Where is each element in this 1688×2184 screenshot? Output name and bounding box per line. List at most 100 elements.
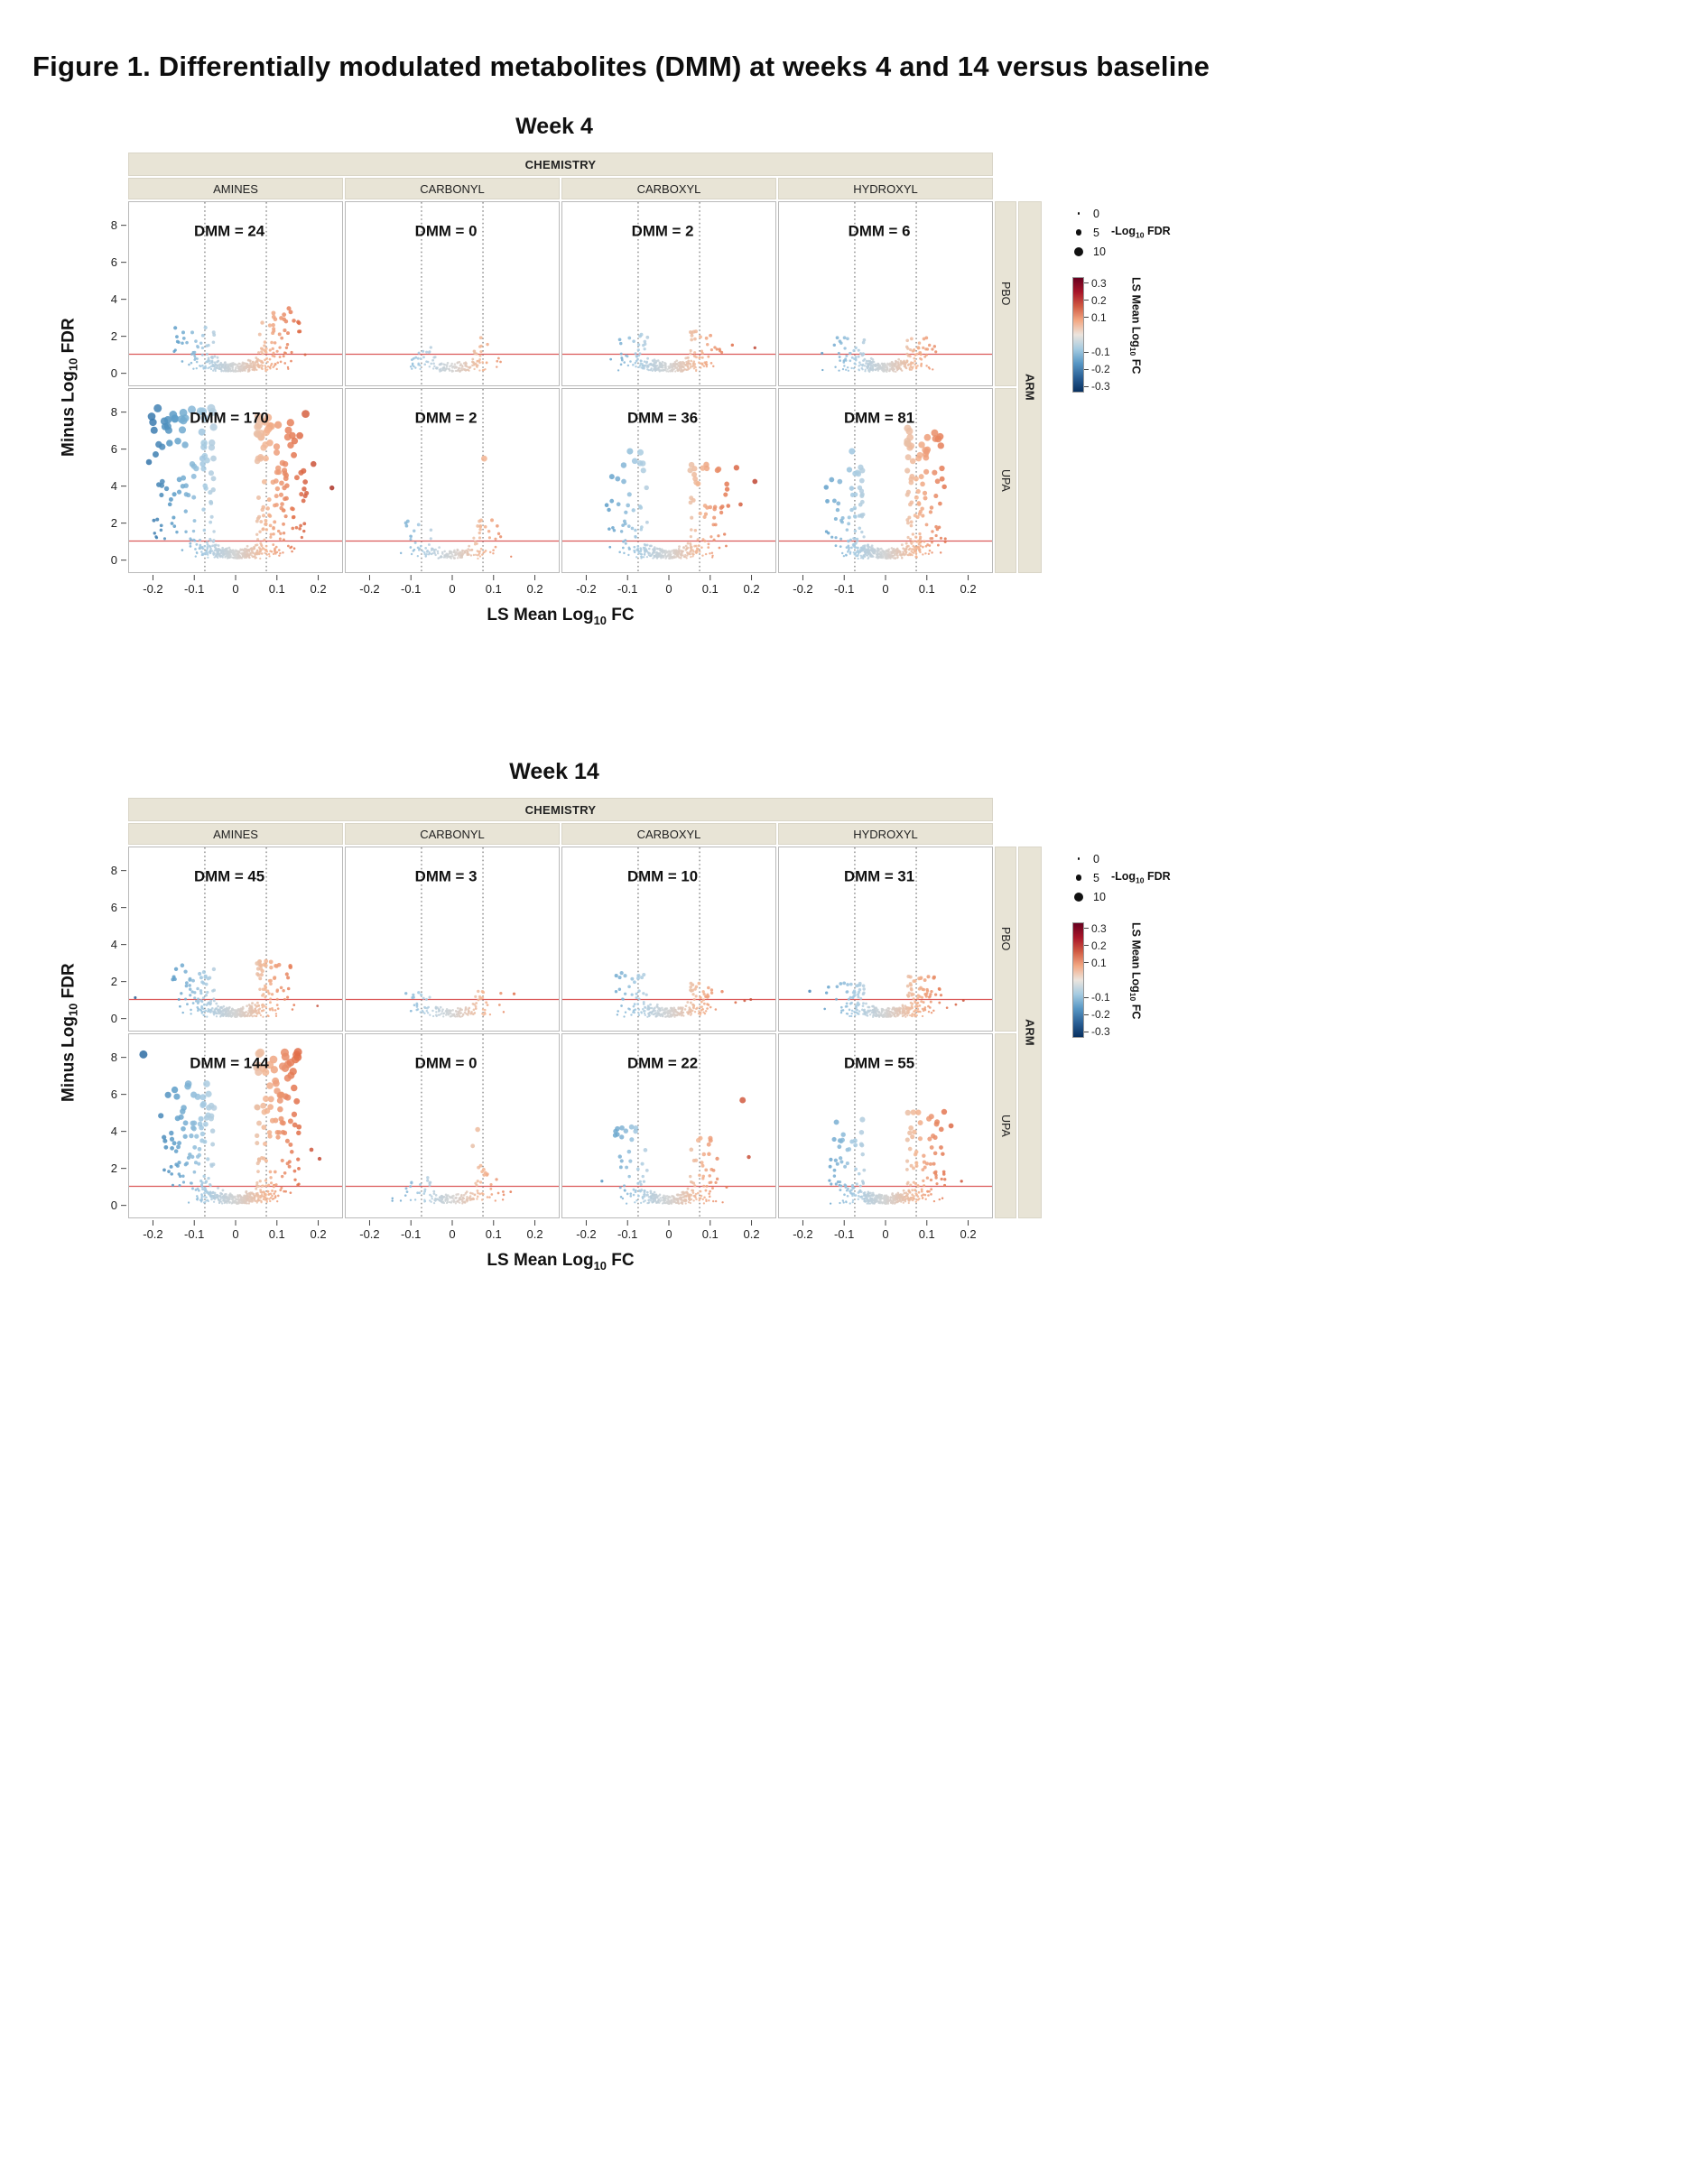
chemistry-strip: CHEMISTRY — [128, 153, 993, 176]
svg-text:-0.1: -0.1 — [184, 582, 204, 596]
facet-w14-pbo-carbonyl: DMM = 3 — [345, 847, 560, 1032]
size-legend-title: -Log10 FDR — [1110, 225, 1171, 240]
svg-text:DMM = 6: DMM = 6 — [849, 223, 911, 240]
x-axis-ticks: -0.2 -0.1 0 0.1 0.2 — [359, 575, 543, 596]
legend: 0 5 -Log10 FDR 10 0.3 0.2 0.1 -0.1 -0.2 -0.3 … — [1072, 849, 1235, 1049]
facet-w4-pbo-carboxyl: DMM = 2 — [561, 201, 776, 386]
facet-w14-pbo-hydroxyl: DMM = 31 — [778, 847, 993, 1032]
svg-text:-0.2: -0.2 — [359, 582, 379, 596]
legend: 0 5 -Log10 FDR 10 0.3 0.2 0.1 -0.1 -0.2 -0.3 … — [1072, 204, 1235, 403]
svg-text:DMM = 81: DMM = 81 — [844, 410, 914, 427]
colorbar-tick: 0.3 — [1084, 922, 1107, 935]
chemistry-strip: CHEMISTRY — [128, 798, 993, 821]
svg-text:-0.2: -0.2 — [793, 582, 812, 596]
colorbar-title: LS Mean Log10 FC — [1128, 277, 1143, 375]
svg-text:4: 4 — [111, 1124, 117, 1138]
svg-text:6: 6 — [111, 901, 117, 914]
x-axis-ticks: -0.2 -0.1 0 0.1 0.2 — [143, 1220, 327, 1241]
svg-text:DMM = 2: DMM = 2 — [415, 410, 478, 427]
size-dot-small — [1077, 857, 1081, 860]
svg-text:0.1: 0.1 — [269, 582, 285, 596]
facet-w4-upa-carbonyl: DMM = 2 — [345, 388, 560, 573]
facet-w14-upa-carboxyl: DMM = 22 — [561, 1033, 776, 1218]
x-axis-ticks: -0.2 -0.1 0 0.1 0.2 — [359, 1220, 543, 1241]
facet-w4-pbo-amines: DMM = 24 — [128, 201, 343, 386]
x-axis-label: LS Mean Log10 FC — [487, 606, 635, 627]
svg-text:0: 0 — [111, 1198, 117, 1212]
colorbar-title: LS Mean Log10 FC — [1128, 922, 1143, 1020]
colorbar-ticks: 0.3 0.2 0.1 -0.1 -0.2 -0.3 — [1084, 277, 1126, 393]
y-axis-ticks: 0 2 4 6 8 — [111, 218, 126, 380]
figure-page: Figure 1. Differentially modulated metab… — [0, 51, 1688, 1278]
svg-text:8: 8 — [111, 864, 117, 877]
svg-text:-0.2: -0.2 — [143, 582, 162, 596]
week-4-panel: Week 4 CHEMISTRY AMINES CARBONYL CARBOXY… — [0, 114, 1688, 633]
svg-text:DMM = 0: DMM = 0 — [415, 223, 478, 240]
svg-text:0.2: 0.2 — [743, 582, 759, 596]
x-axis-ticks: -0.2 -0.1 0 0.1 0.2 — [576, 1220, 760, 1241]
colorbar-tick: 0.1 — [1084, 311, 1107, 324]
svg-text:DMM = 36: DMM = 36 — [627, 410, 698, 427]
svg-text:0.2: 0.2 — [960, 582, 976, 596]
facet-w14-pbo-carboxyl: DMM = 10 — [561, 847, 776, 1032]
colorbar-tick: 0.2 — [1084, 939, 1107, 952]
facet-w14-upa-hydroxyl: DMM = 55 — [778, 1033, 993, 1218]
svg-text:0: 0 — [111, 1012, 117, 1025]
svg-text:0.1: 0.1 — [919, 582, 935, 596]
colorbar-tick: 0.3 — [1084, 277, 1107, 290]
svg-text:DMM = 170: DMM = 170 — [190, 410, 269, 427]
svg-text:0.2: 0.2 — [526, 582, 543, 596]
y-axis-label: Minus Log10 FDR — [59, 963, 80, 1102]
week-4-title: Week 4 — [515, 114, 593, 139]
colorbar — [1072, 277, 1084, 393]
svg-text:2: 2 — [111, 975, 117, 988]
color-legend: 0.3 0.2 0.1 -0.1 -0.2 -0.3 LS Mean Log10 FC — [1072, 277, 1235, 403]
x-axis-ticks: -0.2 -0.1 0 0.1 0.2 — [576, 575, 760, 596]
figure-title: Figure 1. Differentially modulated metab… — [32, 51, 1210, 82]
colorbar-tick: -0.1 — [1084, 346, 1110, 358]
svg-text:0.2: 0.2 — [310, 582, 326, 596]
svg-text:8: 8 — [111, 218, 117, 232]
svg-text:6: 6 — [111, 255, 117, 269]
svg-text:0: 0 — [232, 582, 238, 596]
facet-w14-upa-carbonyl: DMM = 0 — [345, 1033, 560, 1218]
y-axis-label: Minus Log10 FDR — [59, 318, 80, 457]
svg-text:8: 8 — [111, 405, 117, 419]
y-axis-ticks: 0 2 4 6 8 — [111, 864, 126, 1025]
svg-text:DMM = 45: DMM = 45 — [194, 868, 264, 885]
facet-w14-upa-amines: DMM = 144 — [128, 1033, 343, 1218]
arm-strip: ARM — [1018, 201, 1042, 573]
colorbar-tick: 0.2 — [1084, 294, 1107, 307]
week-14-facet-grid: CHEMISTRY AMINES CARBONYL CARBOXYL HYDRO… — [54, 798, 1688, 1278]
svg-text:2: 2 — [111, 329, 117, 343]
colorbar — [1072, 922, 1084, 1038]
colorbar-tick: -0.2 — [1084, 1008, 1110, 1021]
svg-text:4: 4 — [111, 938, 117, 951]
x-axis-ticks: -0.2 -0.1 0 0.1 0.2 — [793, 575, 977, 596]
svg-text:8: 8 — [111, 1050, 117, 1064]
x-axis-ticks: -0.2 -0.1 0 0.1 0.2 — [793, 1220, 977, 1241]
arm-strip-pbo: PBO — [995, 201, 1016, 386]
svg-text:2: 2 — [111, 1161, 117, 1175]
facet-w4-pbo-hydroxyl: DMM = 6 — [778, 201, 993, 386]
x-axis-label: LS Mean Log10 FC — [487, 1251, 635, 1272]
column-strip-carboxyl: CARBOXYL — [561, 823, 776, 845]
column-strip-amines: AMINES — [128, 178, 343, 199]
color-legend: 0.3 0.2 0.1 -0.1 -0.2 -0.3 LS Mean Log10 FC — [1072, 922, 1235, 1049]
colorbar-tick: -0.3 — [1084, 1025, 1110, 1038]
svg-text:0.1: 0.1 — [486, 582, 502, 596]
size-dot-medium — [1075, 875, 1082, 881]
facet-w4-upa-amines: DMM = 170 — [128, 388, 343, 573]
arm-strip-pbo: PBO — [995, 847, 1016, 1032]
column-strip-carbonyl: CARBONYL — [345, 823, 560, 845]
colorbar-tick: -0.3 — [1084, 380, 1110, 393]
y-axis-ticks: 0 2 4 6 8 — [111, 405, 126, 567]
svg-text:0: 0 — [665, 582, 672, 596]
colorbar-tick: -0.1 — [1084, 991, 1110, 1004]
svg-text:DMM = 2: DMM = 2 — [632, 223, 694, 240]
week-14-panel: Week 14 CHEMISTRY AMINES CARBONYL CARBOX… — [0, 759, 1688, 1278]
svg-text:2: 2 — [111, 516, 117, 530]
colorbar-ticks: 0.3 0.2 0.1 -0.1 -0.2 -0.3 — [1084, 922, 1126, 1038]
svg-text:DMM = 10: DMM = 10 — [627, 868, 698, 885]
svg-text:4: 4 — [111, 479, 117, 493]
